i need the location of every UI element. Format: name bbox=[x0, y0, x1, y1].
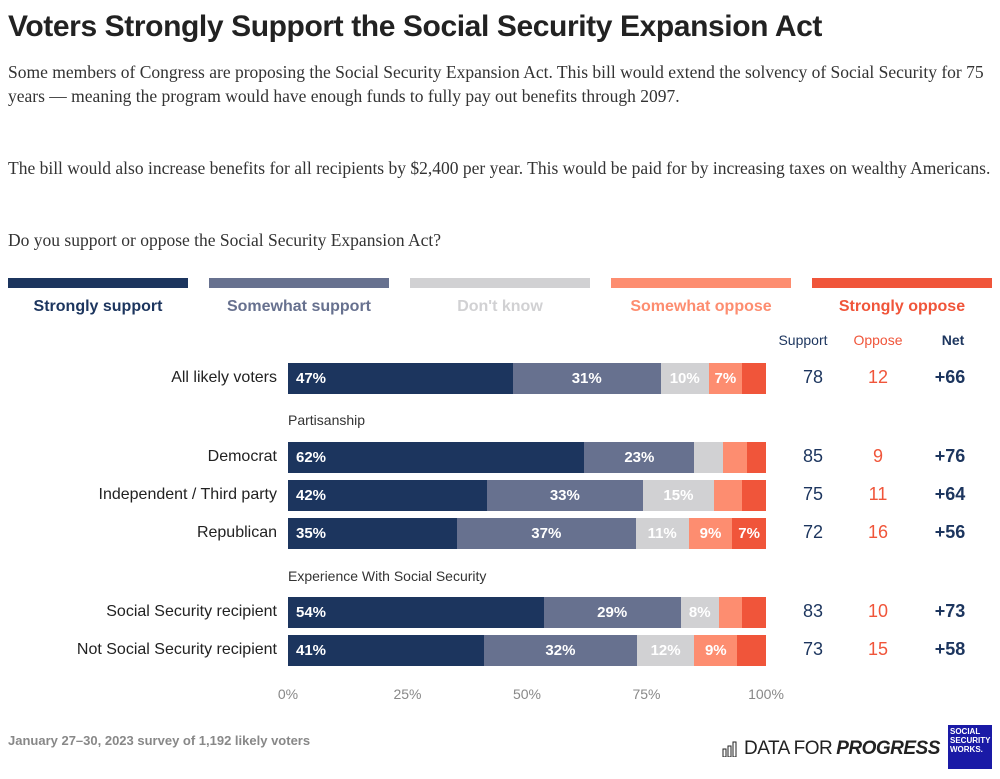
legend-item: Don't know bbox=[410, 278, 590, 316]
stacked-bar: 41% 32% 12% 9% bbox=[288, 635, 766, 666]
legend-swatch bbox=[410, 278, 590, 288]
legend-label: Don't know bbox=[457, 298, 543, 315]
bar-segment: 7% bbox=[708, 363, 743, 394]
category-label: Independent / Third party bbox=[98, 486, 278, 503]
bar-segment: 9% bbox=[694, 635, 738, 666]
bar-segment: 62% bbox=[288, 442, 585, 473]
bar-segment: 42% bbox=[288, 480, 487, 511]
chart-title: Voters Strongly Support the Social Secur… bbox=[8, 10, 823, 43]
x-tick-label: 100% bbox=[748, 686, 784, 702]
x-tick-label: 75% bbox=[632, 686, 661, 702]
bar-segment bbox=[722, 442, 747, 473]
category-label: Republican bbox=[196, 524, 277, 541]
legend-item: Somewhat support bbox=[209, 278, 389, 316]
brand-progress: PROGRESS bbox=[836, 738, 940, 759]
bar-segment: 10% bbox=[660, 363, 709, 394]
bar-segment: 47% bbox=[288, 363, 513, 394]
question: Do you support or oppose the Social Secu… bbox=[8, 230, 442, 250]
net-value: +66 bbox=[934, 367, 966, 387]
legend-swatch bbox=[611, 278, 791, 288]
legend-label: Somewhat oppose bbox=[630, 298, 772, 315]
legend-label: Strongly support bbox=[33, 298, 163, 315]
x-tick-label: 25% bbox=[393, 686, 422, 702]
oppose-value: 10 bbox=[867, 601, 889, 621]
net-header: Net bbox=[941, 332, 965, 348]
bar-segment bbox=[742, 480, 766, 511]
group-label-experience: Experience With Social Security bbox=[288, 568, 487, 584]
bar-segment: 37% bbox=[456, 518, 636, 549]
bar-segment: 23% bbox=[584, 442, 695, 473]
bar-segment: 12% bbox=[636, 635, 695, 666]
brand-data: DATA FOR bbox=[744, 738, 833, 759]
bar-segment: 32% bbox=[483, 635, 637, 666]
net-value: +73 bbox=[934, 601, 966, 621]
legend-item: Strongly oppose bbox=[812, 278, 992, 316]
net-value: +64 bbox=[934, 484, 966, 504]
bar-segment bbox=[694, 442, 723, 473]
legend-label: Somewhat support bbox=[226, 298, 371, 315]
net-value: +58 bbox=[934, 639, 966, 659]
legend-item: Strongly support bbox=[8, 278, 188, 316]
oppose-value: 9 bbox=[872, 446, 883, 466]
stacked-bar: 54% 29% 8% bbox=[288, 597, 766, 628]
x-tick-label: 50% bbox=[512, 686, 542, 702]
oppose-header: Oppose bbox=[853, 332, 903, 348]
bar-segment bbox=[737, 635, 766, 666]
bar-segment: 31% bbox=[512, 363, 661, 394]
bar-chart-icon bbox=[722, 741, 737, 757]
support-header: Support bbox=[778, 332, 828, 348]
bar-segment bbox=[718, 597, 743, 628]
support-value: 78 bbox=[802, 367, 824, 387]
bar-segment: 35% bbox=[288, 518, 457, 549]
group-label-partisanship: Partisanship bbox=[288, 412, 366, 428]
legend-swatch bbox=[209, 278, 389, 288]
bar-segment: 9% bbox=[688, 518, 733, 549]
legend-swatch bbox=[8, 278, 188, 288]
category-label: Democrat bbox=[207, 448, 277, 465]
data-for-progress-logo: DATA FOR PROGRESS bbox=[722, 738, 940, 760]
bar-segment: 54% bbox=[288, 597, 544, 628]
support-value: 73 bbox=[802, 639, 824, 659]
bar-segment: 11% bbox=[635, 518, 689, 549]
stacked-bar: 47% 31% 10% 7% bbox=[288, 363, 766, 394]
stacked-bar: 35% 37% 11% 9% 7% bbox=[288, 518, 766, 549]
oppose-value: 15 bbox=[867, 639, 889, 659]
oppose-value: 12 bbox=[867, 367, 889, 387]
bar-segment: 7% bbox=[732, 518, 766, 549]
category-label: Not Social Security recipient bbox=[76, 641, 277, 658]
category-label: All likely voters bbox=[171, 369, 277, 386]
legend-item: Somewhat oppose bbox=[611, 278, 791, 316]
support-value: 85 bbox=[802, 446, 824, 466]
bar-segment: 29% bbox=[543, 597, 681, 628]
stacked-bar: 42% 33% 15% bbox=[288, 480, 766, 511]
net-value: +56 bbox=[934, 522, 966, 542]
bar-segment bbox=[713, 480, 743, 511]
bar-segment: 41% bbox=[288, 635, 484, 666]
bar-segment: 8% bbox=[680, 597, 719, 628]
description-paragraph: Some members of Congress are proposing t… bbox=[8, 62, 984, 106]
x-tick-label: 0% bbox=[277, 686, 299, 702]
bar-segment bbox=[742, 597, 766, 628]
legend-label: Strongly oppose bbox=[838, 298, 966, 315]
bar-segment: 15% bbox=[642, 480, 714, 511]
support-value: 72 bbox=[802, 522, 824, 542]
oppose-value: 16 bbox=[867, 522, 889, 542]
support-value: 83 bbox=[802, 601, 824, 621]
description-paragraph: The bill would also increase benefits fo… bbox=[8, 158, 991, 178]
bar-segment: 33% bbox=[486, 480, 643, 511]
footer-note: January 27–30, 2023 survey of 1,192 like… bbox=[8, 733, 311, 748]
social-security-works-logo: SOCIAL SECURITY WORKS. bbox=[948, 725, 992, 769]
category-label: Social Security recipient bbox=[106, 603, 277, 620]
stacked-bar: 62% 23% bbox=[288, 442, 766, 473]
bar-segment bbox=[742, 363, 766, 394]
bar-segment bbox=[746, 442, 766, 473]
oppose-value: 11 bbox=[868, 484, 888, 504]
support-value: 75 bbox=[802, 484, 824, 504]
legend-swatch bbox=[812, 278, 992, 288]
net-value: +76 bbox=[934, 446, 966, 466]
